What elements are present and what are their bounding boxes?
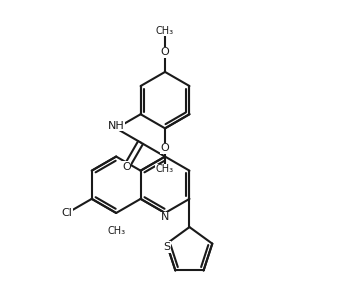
Text: O: O	[161, 143, 169, 153]
Text: CH₃: CH₃	[156, 26, 174, 36]
Text: S: S	[163, 242, 170, 252]
Text: CH₃: CH₃	[107, 226, 125, 236]
Text: CH₃: CH₃	[156, 164, 174, 174]
Text: N: N	[161, 212, 169, 222]
Text: O: O	[161, 47, 169, 57]
Text: Cl: Cl	[62, 208, 73, 218]
Text: O: O	[122, 162, 131, 172]
Text: NH: NH	[108, 120, 125, 131]
